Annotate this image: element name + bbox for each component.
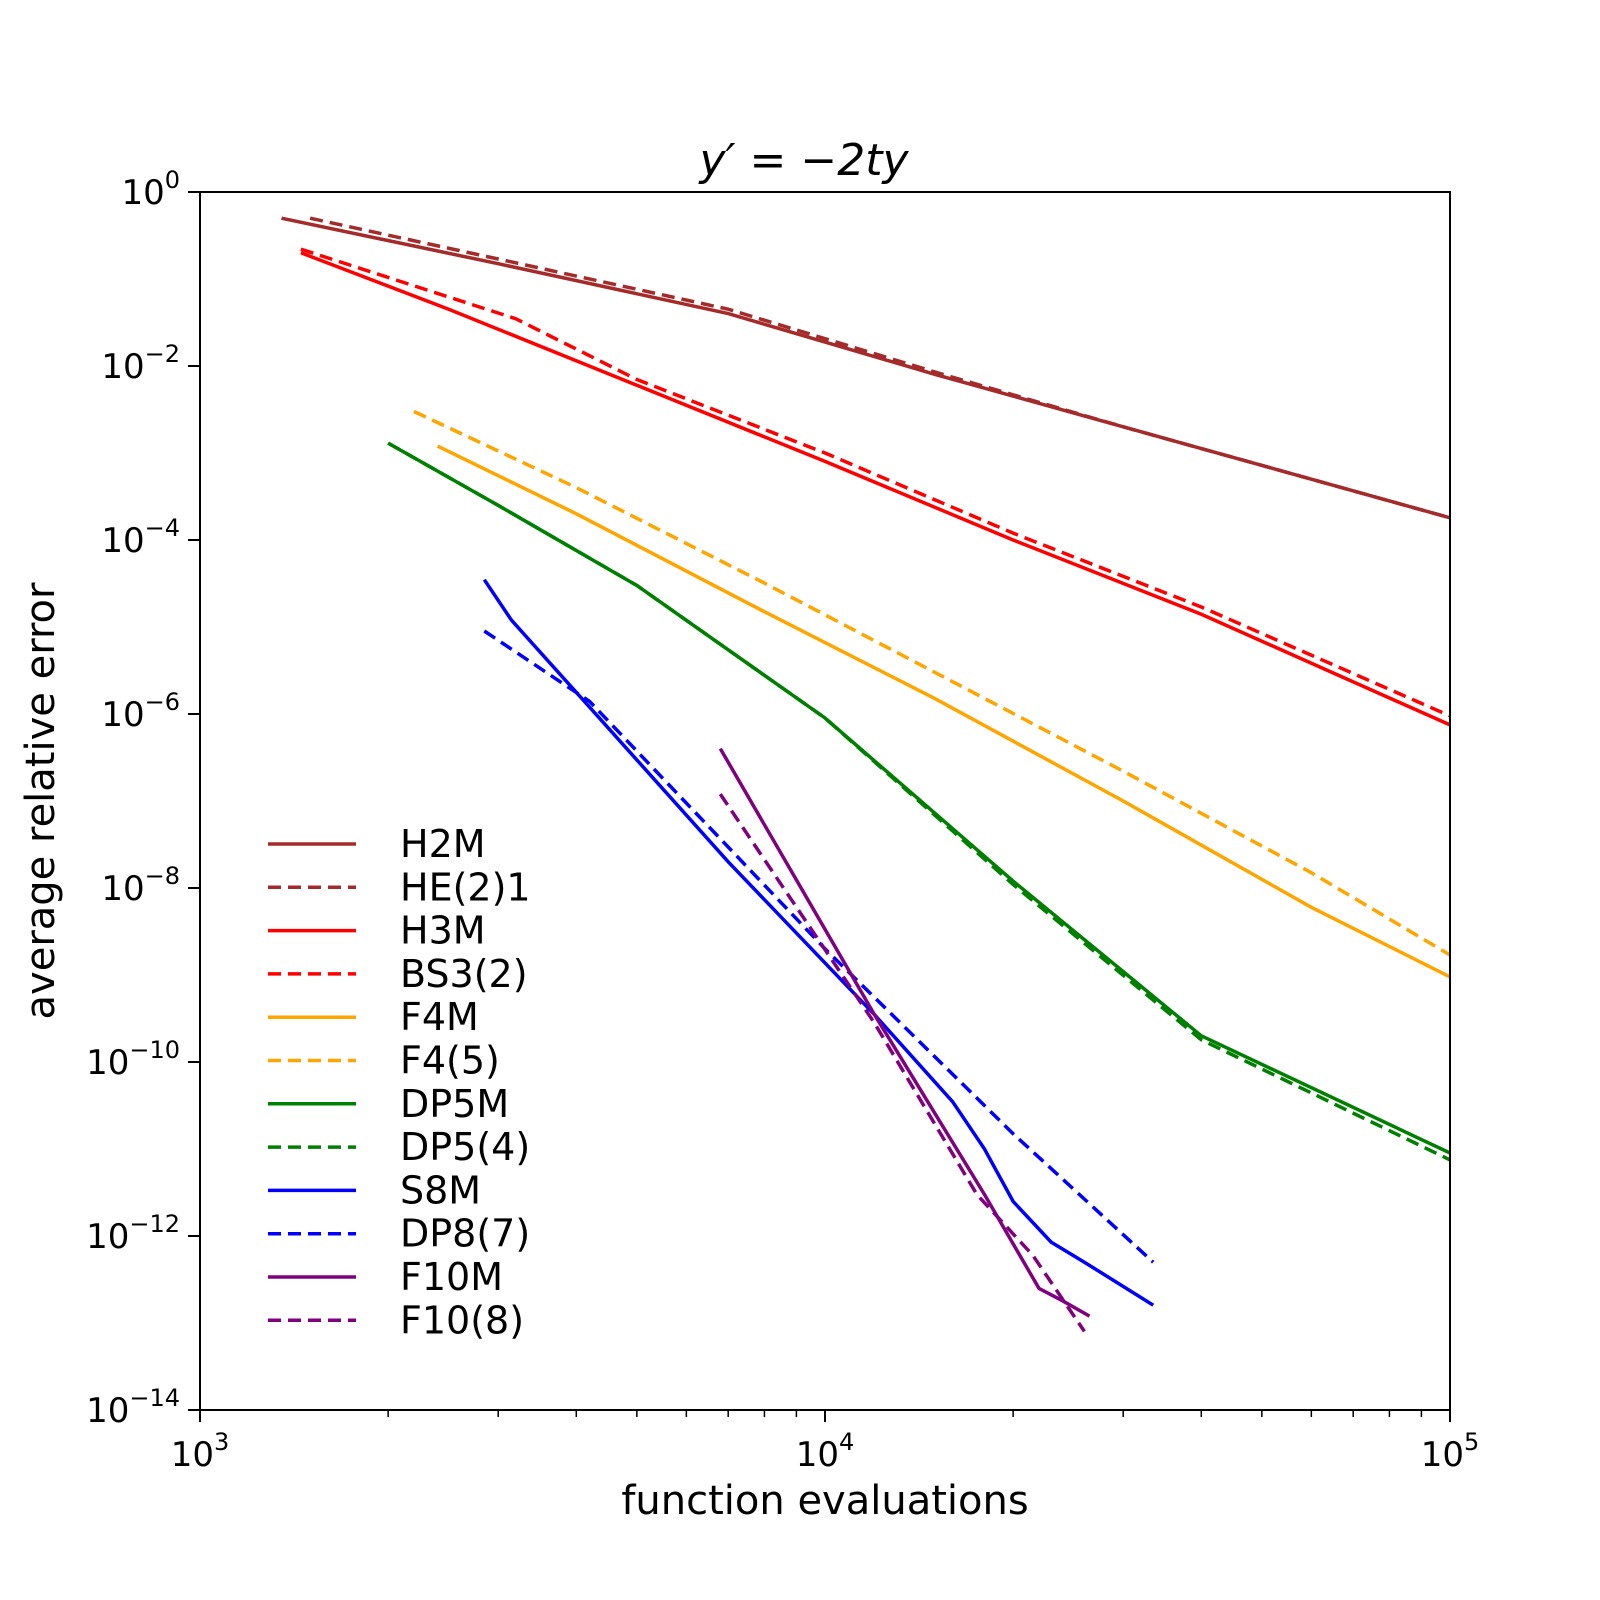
y-tick-label-4: 10−8 — [101, 862, 180, 909]
legend-label-3: BS3(2) — [400, 952, 528, 996]
series-line-0 — [281, 216, 1451, 520]
series-line-9 — [483, 629, 1155, 1264]
y-major-ticks: 100 10−2 10−4 10−6 10−8 10−10 10−12 10−14 — [86, 166, 200, 1431]
y-tick-label-6: 10−12 — [86, 1210, 180, 1257]
plot-lines — [281, 216, 1451, 1333]
series-line-11 — [718, 793, 1086, 1333]
legend-label-5: F4(5) — [400, 1039, 500, 1083]
series-line-1 — [309, 216, 1451, 520]
x-tick-label-2: 105 — [1421, 1428, 1480, 1475]
legend-label-1: HE(2)1 — [400, 865, 531, 909]
y-tick-label-7: 10−14 — [86, 1384, 180, 1431]
series-line-4 — [436, 444, 1451, 979]
y-axis-label: average relative error — [18, 582, 64, 1019]
plot-frame — [199, 191, 1451, 1411]
chart-title: y′ = −2ty — [697, 135, 909, 186]
x-minor-ticks — [387, 1410, 1423, 1417]
legend-label-10: F10M — [400, 1255, 503, 1299]
y-tick-label-5: 10−10 — [86, 1036, 180, 1083]
series-line-5 — [413, 409, 1451, 957]
x-tick-label-0: 103 — [171, 1428, 230, 1475]
series-line-7 — [387, 441, 1451, 1162]
x-axis-label: function evaluations — [621, 1478, 1028, 1524]
series-line-2 — [300, 251, 1451, 727]
legend-label-9: DP8(7) — [400, 1212, 530, 1256]
y-tick-label-1: 10−2 — [101, 340, 180, 387]
series-line-3 — [300, 247, 1451, 718]
series-line-10 — [718, 747, 1091, 1318]
series-line-6 — [387, 441, 1451, 1155]
y-tick-label-2: 10−4 — [101, 514, 180, 561]
legend: H2MHE(2)1H3MBS3(2)F4MF4(5)DP5MDP5(4)S8MD… — [268, 822, 531, 1342]
y-tick-label-0: 100 — [121, 166, 180, 213]
x-major-ticks: 103 104 105 — [171, 1410, 1480, 1475]
legend-label-6: DP5M — [400, 1082, 509, 1126]
y-tick-label-3: 10−6 — [101, 688, 180, 735]
legend-label-11: F10(8) — [400, 1298, 524, 1342]
legend-label-2: H3M — [400, 909, 486, 953]
x-tick-label-1: 104 — [796, 1428, 855, 1475]
legend-label-4: F4M — [400, 995, 479, 1039]
legend-label-0: H2M — [400, 822, 486, 866]
legend-label-7: DP5(4) — [400, 1125, 530, 1169]
legend-label-8: S8M — [400, 1168, 481, 1212]
series-line-8 — [482, 578, 1155, 1307]
